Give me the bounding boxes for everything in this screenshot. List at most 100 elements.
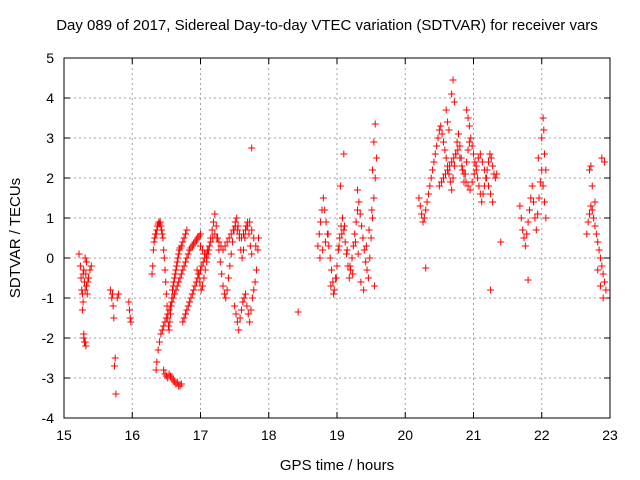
data-point bbox=[190, 286, 198, 294]
data-point bbox=[441, 146, 449, 154]
data-points bbox=[75, 76, 610, 398]
data-point bbox=[248, 226, 256, 234]
data-point bbox=[173, 378, 181, 386]
y-tick-label: 1 bbox=[46, 210, 54, 226]
data-point bbox=[449, 76, 457, 84]
data-point bbox=[158, 230, 166, 238]
data-point bbox=[524, 218, 532, 226]
data-point bbox=[220, 290, 228, 298]
data-point bbox=[85, 274, 93, 282]
data-point bbox=[439, 174, 447, 182]
data-point bbox=[205, 242, 213, 250]
data-point bbox=[587, 162, 595, 170]
data-point bbox=[240, 294, 248, 302]
data-point bbox=[487, 190, 495, 198]
data-point bbox=[437, 178, 445, 186]
data-point bbox=[83, 258, 91, 266]
data-point bbox=[584, 218, 592, 226]
data-point bbox=[80, 266, 88, 274]
data-point bbox=[598, 262, 606, 270]
data-point bbox=[465, 122, 473, 130]
data-point bbox=[489, 162, 497, 170]
data-point bbox=[521, 242, 529, 250]
data-point bbox=[327, 282, 335, 290]
data-point bbox=[462, 178, 470, 186]
data-point bbox=[150, 238, 158, 246]
data-point bbox=[184, 302, 192, 310]
data-point bbox=[415, 194, 423, 202]
x-tick-label: 17 bbox=[193, 427, 209, 443]
data-point bbox=[465, 138, 473, 146]
data-point bbox=[519, 226, 527, 234]
data-point bbox=[325, 242, 333, 250]
data-point bbox=[294, 308, 302, 316]
data-point bbox=[520, 234, 528, 242]
data-point bbox=[111, 354, 119, 362]
data-point bbox=[212, 222, 220, 230]
x-tick-label: 23 bbox=[602, 427, 618, 443]
data-point bbox=[211, 230, 219, 238]
data-point bbox=[215, 238, 223, 246]
data-point bbox=[358, 222, 366, 230]
data-point bbox=[542, 214, 550, 222]
data-point bbox=[173, 262, 181, 270]
data-point bbox=[435, 126, 443, 134]
y-tick-label: -2 bbox=[42, 330, 55, 346]
data-point bbox=[152, 230, 160, 238]
y-tick-label: 4 bbox=[46, 90, 54, 106]
data-point bbox=[173, 282, 181, 290]
data-point bbox=[219, 246, 227, 254]
data-point bbox=[356, 210, 364, 218]
data-point bbox=[233, 318, 241, 326]
data-point bbox=[84, 278, 92, 286]
data-point bbox=[444, 166, 452, 174]
data-point bbox=[489, 198, 497, 206]
data-point bbox=[165, 306, 173, 314]
data-point bbox=[343, 246, 351, 254]
data-point bbox=[363, 266, 371, 274]
data-point bbox=[351, 230, 359, 238]
data-point bbox=[345, 274, 353, 282]
data-point bbox=[193, 266, 201, 274]
data-point bbox=[80, 334, 88, 342]
data-point bbox=[165, 326, 173, 334]
data-point bbox=[448, 158, 456, 166]
data-point bbox=[486, 150, 494, 158]
data-point bbox=[453, 138, 461, 146]
data-point bbox=[171, 290, 179, 298]
data-point bbox=[172, 286, 180, 294]
data-point bbox=[148, 270, 156, 278]
data-point bbox=[125, 298, 133, 306]
data-point bbox=[179, 238, 187, 246]
data-point bbox=[188, 290, 196, 298]
data-point bbox=[340, 150, 348, 158]
data-point bbox=[252, 242, 260, 250]
data-point bbox=[246, 218, 254, 226]
data-point bbox=[247, 306, 255, 314]
data-point bbox=[158, 226, 166, 234]
data-point bbox=[340, 226, 348, 234]
data-point bbox=[197, 230, 204, 238]
data-point bbox=[439, 138, 447, 146]
data-point bbox=[231, 302, 239, 310]
data-point bbox=[493, 170, 501, 178]
data-point bbox=[198, 262, 206, 270]
data-point bbox=[523, 230, 531, 238]
data-point bbox=[517, 214, 525, 222]
data-point bbox=[255, 234, 263, 242]
data-point bbox=[199, 246, 207, 254]
data-point bbox=[422, 264, 430, 272]
data-point bbox=[326, 254, 334, 262]
data-point bbox=[161, 318, 169, 326]
data-point bbox=[79, 270, 87, 278]
data-point bbox=[474, 174, 482, 182]
data-point bbox=[468, 142, 476, 150]
data-point bbox=[231, 222, 239, 230]
data-point bbox=[539, 182, 547, 190]
data-point bbox=[450, 154, 458, 162]
data-point bbox=[75, 250, 83, 258]
data-point bbox=[330, 286, 338, 294]
data-point bbox=[160, 254, 168, 262]
data-point bbox=[254, 246, 262, 254]
data-point bbox=[353, 186, 361, 194]
